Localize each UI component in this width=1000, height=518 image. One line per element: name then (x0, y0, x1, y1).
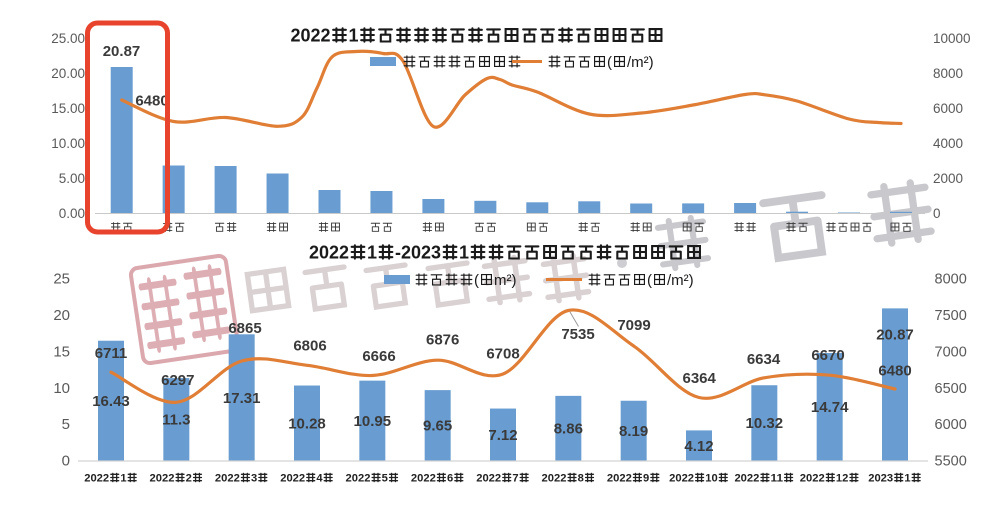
svg-text:6000: 6000 (935, 417, 967, 433)
svg-text:6297: 6297 (161, 372, 194, 389)
svg-text:20.87: 20.87 (103, 43, 141, 60)
svg-text:10.95: 10.95 (354, 413, 392, 430)
svg-text:(: ( (474, 272, 479, 289)
svg-text:12: 12 (836, 473, 848, 485)
svg-text:2022: 2022 (476, 473, 501, 485)
svg-text:2: 2 (186, 473, 192, 485)
svg-text:7.12: 7.12 (488, 427, 517, 444)
svg-text:6364: 6364 (683, 370, 717, 387)
svg-text:2000: 2000 (933, 171, 963, 186)
svg-text:/m²): /m²) (667, 272, 694, 289)
svg-text:2022: 2022 (542, 473, 567, 485)
svg-text:8.19: 8.19 (619, 423, 648, 440)
svg-text:2023: 2023 (868, 473, 893, 485)
svg-text:25.00: 25.00 (51, 31, 85, 46)
svg-text:10000: 10000 (933, 31, 971, 46)
svg-text:2022: 2022 (346, 473, 371, 485)
svg-text:7099: 7099 (617, 317, 650, 334)
svg-text:6634: 6634 (747, 351, 781, 368)
svg-text:20.87: 20.87 (876, 326, 914, 343)
svg-text:10.00: 10.00 (51, 136, 85, 151)
svg-text:5: 5 (62, 416, 70, 433)
svg-text:2022: 2022 (280, 473, 305, 485)
svg-text:8000: 8000 (935, 272, 967, 288)
svg-text:8000: 8000 (933, 66, 963, 81)
svg-text:0: 0 (62, 453, 70, 470)
svg-text:-2023: -2023 (395, 242, 441, 262)
svg-text:2022: 2022 (800, 473, 825, 485)
svg-text:8: 8 (578, 473, 584, 485)
svg-text:2022: 2022 (607, 473, 632, 485)
svg-text:10: 10 (705, 473, 717, 485)
svg-text:8.86: 8.86 (554, 421, 583, 438)
svg-text:m²): m²) (494, 272, 516, 289)
svg-text:15: 15 (53, 343, 70, 360)
svg-text:2022: 2022 (215, 473, 240, 485)
svg-text:1: 1 (349, 25, 359, 45)
svg-text:6806: 6806 (293, 337, 326, 354)
svg-text:11.3: 11.3 (162, 412, 190, 429)
svg-text:(: ( (647, 272, 652, 289)
svg-text:7000: 7000 (935, 344, 967, 360)
svg-text:6711: 6711 (95, 345, 128, 362)
svg-text:7: 7 (512, 473, 518, 485)
svg-text:6865: 6865 (228, 320, 261, 337)
svg-text:5500: 5500 (935, 454, 967, 470)
svg-text:(: ( (607, 54, 612, 71)
svg-text:0: 0 (933, 206, 941, 221)
svg-text:10: 10 (53, 380, 70, 397)
svg-text:14.74: 14.74 (811, 399, 849, 416)
svg-text:1: 1 (904, 473, 910, 485)
svg-text:4.12: 4.12 (684, 438, 713, 455)
svg-text:20: 20 (53, 307, 70, 324)
svg-text:2022: 2022 (669, 473, 694, 485)
svg-text:/m²): /m²) (627, 54, 654, 71)
svg-text:20.00: 20.00 (51, 66, 85, 81)
svg-text:5: 5 (382, 473, 388, 485)
svg-text:17.31: 17.31 (223, 390, 261, 407)
svg-text:6480: 6480 (878, 362, 911, 379)
svg-text:7500: 7500 (935, 308, 967, 324)
svg-text:16.43: 16.43 (92, 393, 130, 410)
svg-text:2022: 2022 (411, 473, 436, 485)
svg-text:6708: 6708 (486, 345, 519, 362)
svg-text:0.00: 0.00 (59, 206, 85, 221)
svg-text:1: 1 (367, 242, 377, 262)
svg-text:9: 9 (643, 473, 649, 485)
svg-text:6500: 6500 (935, 381, 967, 397)
svg-text:6480: 6480 (135, 92, 168, 109)
svg-text:25: 25 (53, 271, 70, 288)
svg-text:2022: 2022 (84, 473, 109, 485)
svg-text:10.32: 10.32 (746, 415, 784, 432)
svg-text:1: 1 (120, 473, 126, 485)
svg-text:1: 1 (459, 242, 469, 262)
svg-text:5.00: 5.00 (59, 171, 85, 186)
svg-text:9.65: 9.65 (423, 418, 452, 435)
svg-text:2022: 2022 (150, 473, 175, 485)
svg-text:4000: 4000 (933, 136, 963, 151)
svg-text:11: 11 (771, 473, 783, 485)
svg-text:7535: 7535 (561, 326, 594, 343)
svg-text:2022: 2022 (309, 242, 349, 262)
svg-text:6: 6 (447, 473, 453, 485)
svg-text:3: 3 (251, 473, 257, 485)
svg-text:15.00: 15.00 (51, 101, 85, 116)
svg-text:6876: 6876 (426, 331, 459, 348)
svg-text:6670: 6670 (811, 347, 844, 364)
svg-text:10.28: 10.28 (288, 415, 326, 432)
svg-text:2022: 2022 (290, 25, 330, 45)
svg-text:2022: 2022 (734, 473, 759, 485)
svg-text:6000: 6000 (933, 101, 963, 116)
svg-text:6666: 6666 (362, 348, 395, 365)
svg-text:4: 4 (316, 473, 323, 485)
